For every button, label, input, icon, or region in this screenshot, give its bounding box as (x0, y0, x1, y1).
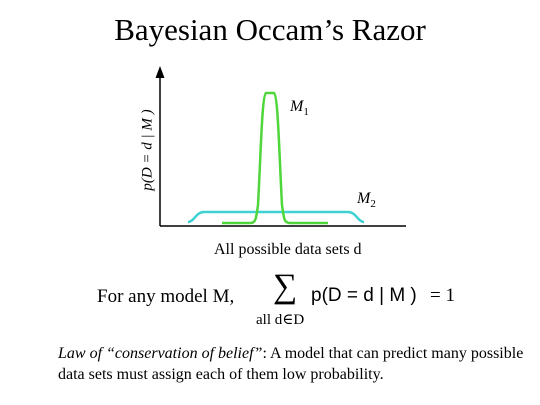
y-axis-arrow (155, 66, 165, 78)
probability-term: p(D = d | M ) (311, 285, 417, 306)
m1-label: M1 (290, 98, 309, 119)
m2-label: M2 (357, 190, 376, 211)
y-axis-label: p(D = d | M ) (139, 109, 156, 191)
law-body: : A model that can predict many possible… (58, 345, 524, 383)
m1-curve (222, 91, 328, 225)
m2-curve (187, 210, 365, 224)
slide-title: Bayesian Occam’s Razor (114, 12, 426, 47)
x-axis-label: All possible data sets d (214, 241, 362, 258)
law-statement: Law of “conservation of belief”: A model… (58, 343, 528, 385)
equation-lead: For any model M, (97, 286, 235, 307)
equation-rhs: = 1 (430, 285, 455, 306)
law-title: Law of “conservation of belief” (58, 345, 263, 362)
summation-subscript: all d∈D (256, 312, 305, 328)
summation-symbol: ∑ (273, 268, 298, 305)
